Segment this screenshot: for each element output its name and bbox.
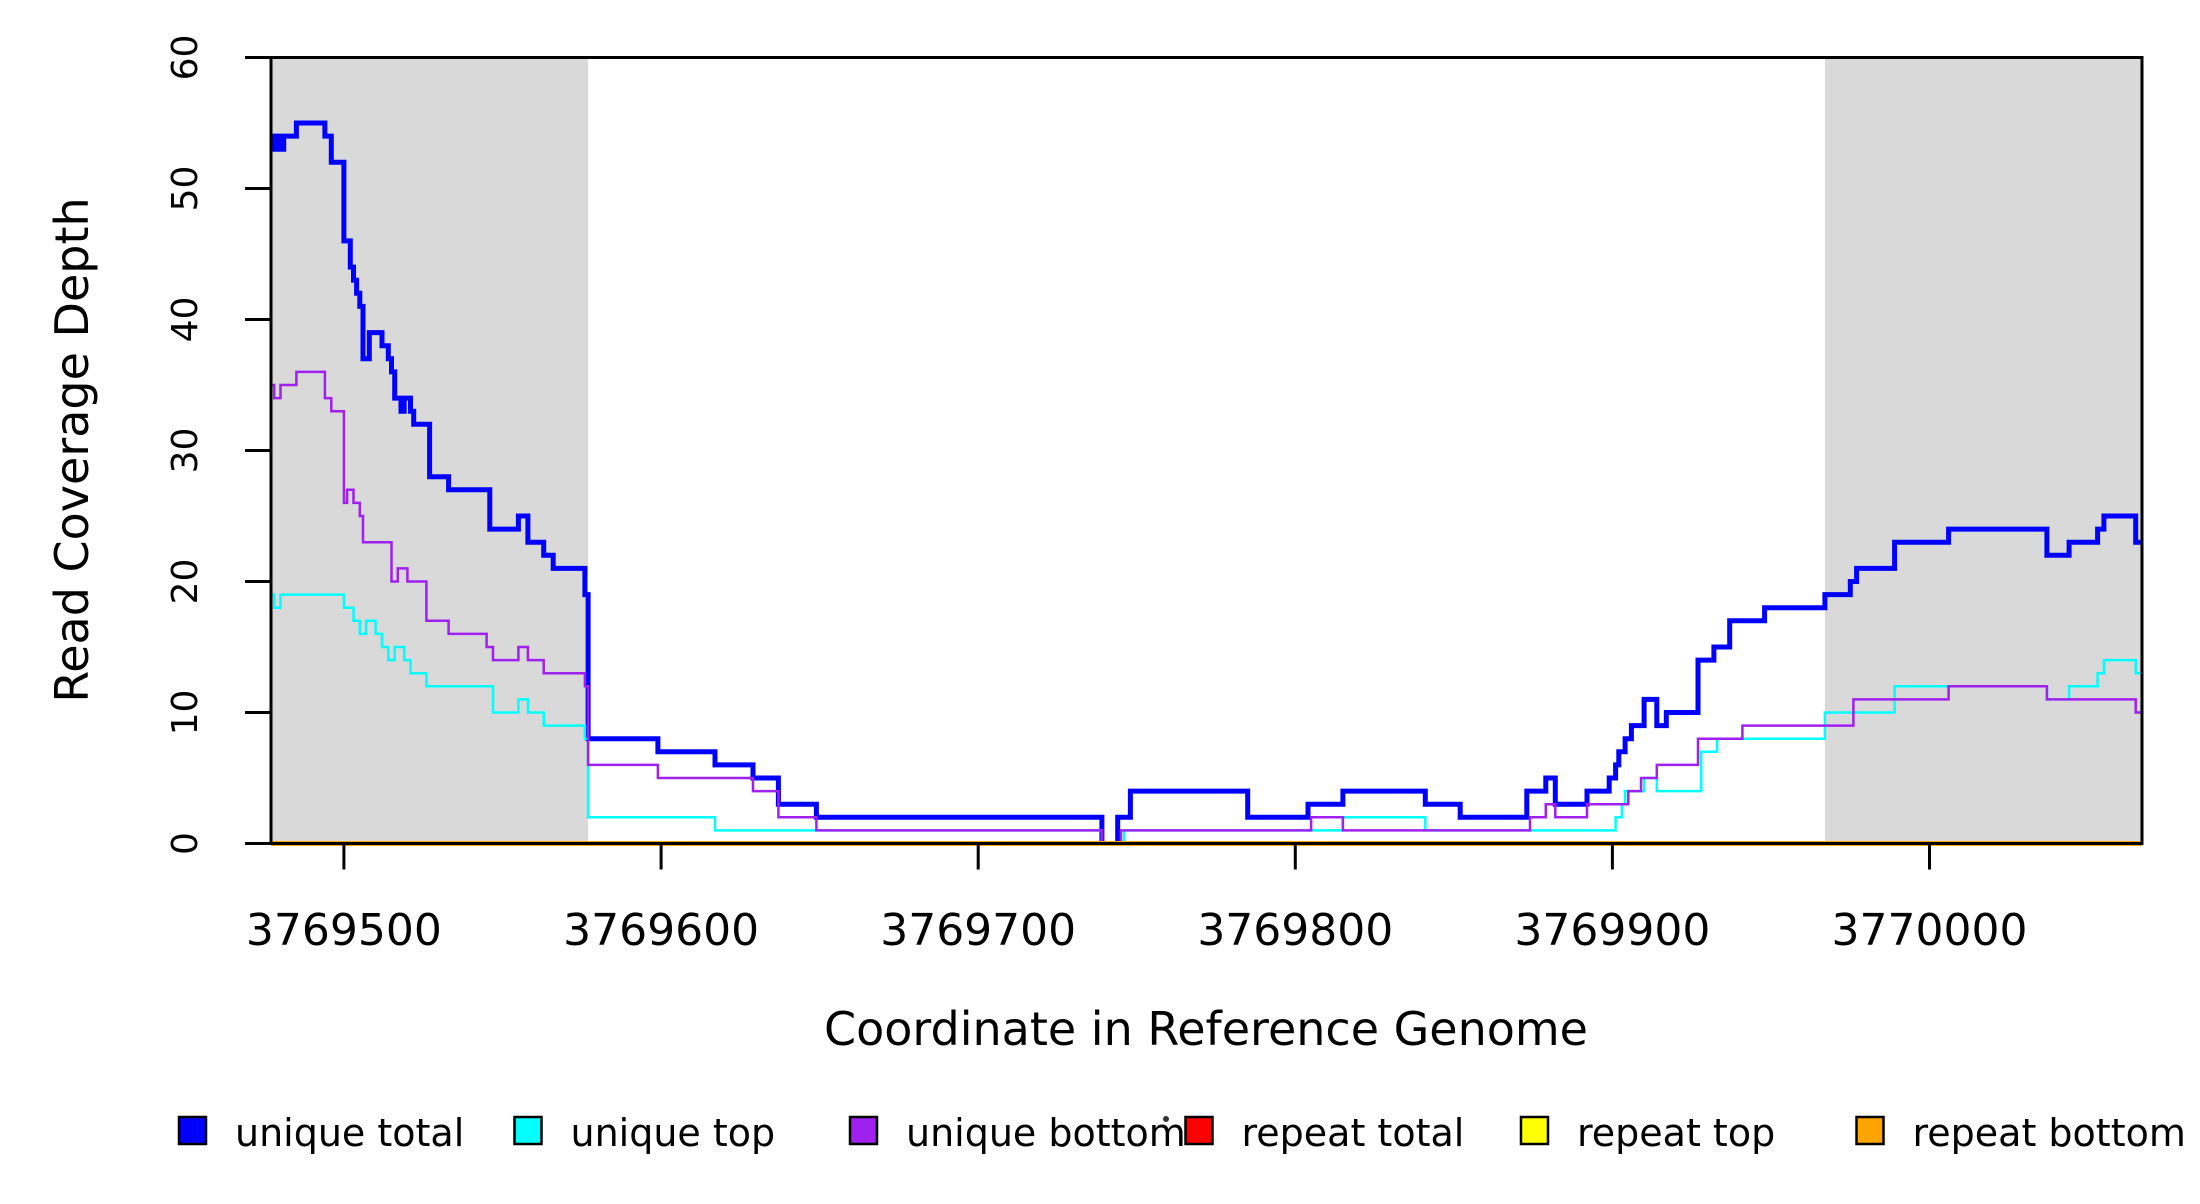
series-line-unique-total xyxy=(271,120,2142,846)
legend-item-repeat-bottom: repeat bottom xyxy=(1855,1111,2186,1155)
legend-label: repeat top xyxy=(1577,1111,1775,1155)
legend-label: unique top xyxy=(571,1111,776,1155)
legend-item-unique-top: unique top xyxy=(513,1111,776,1155)
legend-label: unique total xyxy=(235,1111,464,1155)
x-tick-label: 3769600 xyxy=(563,905,759,956)
series-line-unique-top xyxy=(271,593,2142,845)
legend-swatch xyxy=(177,1115,208,1146)
y-tick-label: 60 xyxy=(165,35,206,81)
y-tick-label: 30 xyxy=(165,428,206,474)
x-tick-label: 3769500 xyxy=(246,905,442,956)
legend-label: repeat bottom xyxy=(1913,1111,2186,1155)
y-tick-label: 0 xyxy=(165,832,206,855)
legend-swatch xyxy=(848,1115,879,1146)
stray-dot xyxy=(1163,1116,1169,1122)
y-axis-title: Read Coverage Depth xyxy=(45,197,99,702)
legend-label: unique bottom xyxy=(906,1111,1186,1155)
x-axis-title: Coordinate in Reference Genome xyxy=(824,1002,1588,1056)
y-tick-label: 10 xyxy=(165,690,206,736)
y-tick-label: 20 xyxy=(165,559,206,605)
legend-swatch xyxy=(1519,1115,1550,1146)
legend-label: repeat total xyxy=(1242,1111,1465,1155)
series-line-unique-bottom xyxy=(271,370,2142,845)
x-axis: 3769500 3769600 3769700 3769800 3769900 37700… xyxy=(246,843,2028,956)
y-tick-label: 50 xyxy=(165,166,206,212)
legend: unique total unique top unique bottom repea… xyxy=(177,1111,2186,1155)
legend-item-unique-total: unique total xyxy=(177,1111,464,1155)
x-tick-label: 3769900 xyxy=(1514,905,1710,956)
y-axis: 0 10 20 30 40 50 60 xyxy=(165,35,271,855)
legend-item-repeat-top: repeat top xyxy=(1519,1111,1775,1155)
legend-item-repeat-total: repeat total xyxy=(1184,1111,1465,1155)
shaded-regions xyxy=(271,57,2142,844)
legend-swatch xyxy=(513,1115,543,1146)
x-tick-label: 3769800 xyxy=(1197,905,1393,956)
legend-item-unique-bottom: unique bottom xyxy=(848,1111,1186,1155)
x-tick-label: 3770000 xyxy=(1832,905,2028,956)
legend-swatch xyxy=(1855,1115,1885,1146)
x-tick-label: 3769700 xyxy=(880,905,1076,956)
legend-swatch xyxy=(1184,1115,1214,1146)
right-shaded-region xyxy=(1824,57,2142,844)
y-tick-label: 40 xyxy=(165,297,206,343)
